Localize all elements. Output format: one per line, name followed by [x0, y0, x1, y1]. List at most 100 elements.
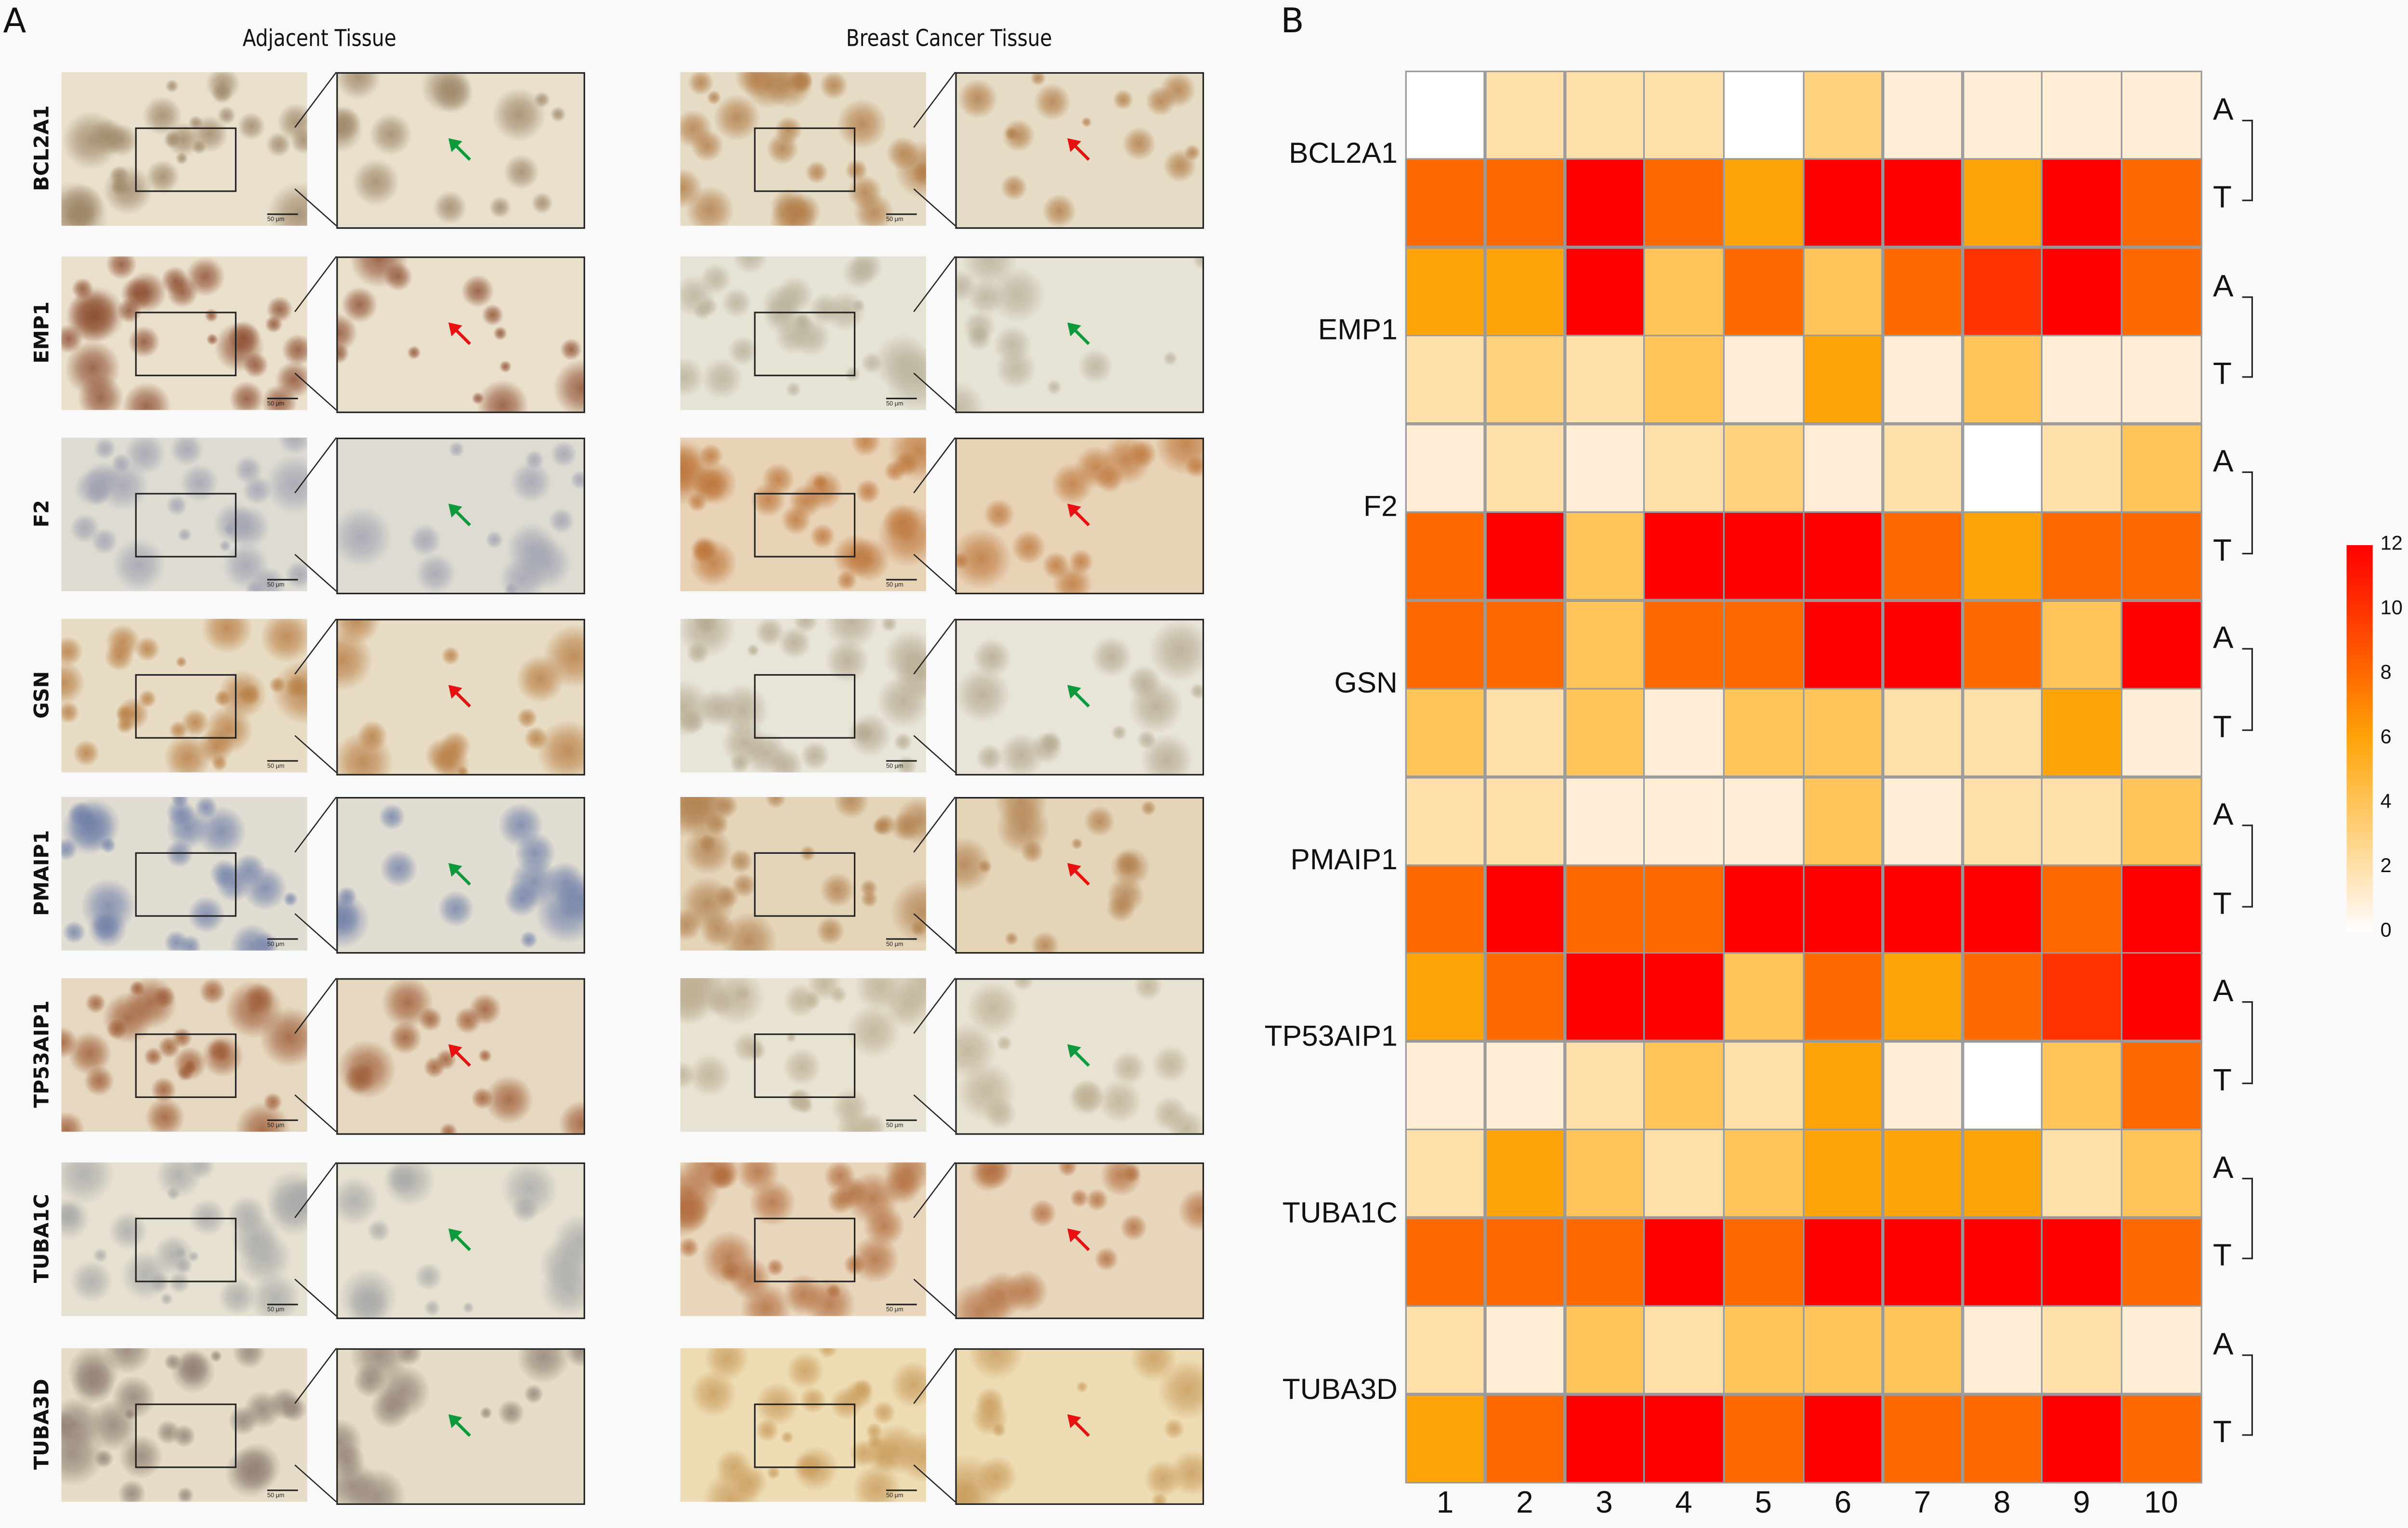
scale-bar-line: [267, 938, 298, 940]
heatmap-cell: [1803, 864, 1884, 954]
gene-row-label: TUBA1C: [1282, 1197, 1398, 1230]
adjacent-overview-image: 50 μm: [61, 1348, 307, 1502]
scale-bar-label: 50 μm: [267, 1305, 285, 1313]
gene-label: TUBA3D: [31, 1379, 55, 1470]
heatmap-cell: [1644, 1394, 1725, 1483]
heatmap-cell: [1405, 1129, 1486, 1218]
heatmap-cell: [1723, 1041, 1804, 1130]
scale-bar: 50 μm: [267, 579, 298, 588]
heatmap-cell: [1882, 600, 1963, 689]
heatmap-cell: [1962, 688, 2043, 777]
heatmap-cell: [2042, 158, 2122, 248]
heatmap-cell: [1962, 511, 2043, 601]
colorbar-tick-label: 2: [2380, 853, 2392, 877]
adjacent-zoom-image: [336, 797, 585, 954]
group-label: T: [2213, 358, 2232, 392]
heatmap-cell: [1564, 511, 1645, 601]
heatmap-cell: [1564, 423, 1645, 513]
pair-bracket: [2242, 119, 2253, 202]
heatmap-cell: [1644, 423, 1725, 513]
zoom-connector-lines: [294, 437, 337, 592]
adjacent-overview-image: 50 μm: [61, 256, 307, 410]
heatmap-cell: [1405, 1394, 1486, 1483]
heatmap-cell: [1405, 600, 1486, 689]
heatmap-cell: [1962, 1041, 2043, 1130]
inset-box: [135, 674, 237, 739]
heatmap-cell: [1882, 158, 1963, 248]
heatmap-cell: [1962, 953, 2043, 1042]
heatmap-cell: [1803, 1305, 1884, 1395]
scale-bar-line: [267, 1119, 298, 1121]
scale-bar-line: [267, 1304, 298, 1306]
adjacent-overview-image: 50 μm: [61, 72, 307, 226]
scale-bar: 50 μm: [267, 760, 298, 770]
scale-bar-label: 50 μm: [267, 580, 285, 588]
adjacent-overview-image: 50 μm: [61, 978, 307, 1132]
heatmap-cell: [2042, 600, 2122, 689]
scale-bar-label: 50 μm: [267, 215, 285, 223]
scale-bar-line: [886, 760, 917, 762]
colorbar-tick-label: 12: [2380, 531, 2403, 555]
panel-a-letter: A: [3, 3, 26, 42]
inset-box: [135, 127, 237, 192]
group-label: A: [2213, 622, 2234, 656]
adjacent-zoom-image: [336, 256, 585, 413]
zoom-connector-lines: [913, 618, 956, 773]
heatmap-cell: [1882, 511, 1963, 601]
heatmap-cell: [1405, 864, 1486, 954]
heatmap-cell: [1405, 776, 1486, 865]
pair-bracket: [2242, 1001, 2253, 1084]
heatmap-cell: [1644, 70, 1725, 160]
heatmap-cell: [2121, 247, 2202, 337]
heatmap-cell: [1723, 1305, 1804, 1395]
heatmap-cell: [1484, 1041, 1565, 1130]
zoom-connector-lines: [913, 797, 956, 951]
cancer-tissue-title: Breast Cancer Tissue: [846, 25, 1052, 52]
heatmap-cell: [1882, 1394, 1963, 1483]
heatmap-cell: [2042, 1394, 2122, 1483]
column-label: 2: [1516, 1486, 1533, 1520]
adjacent-overview-image: 50 μm: [61, 437, 307, 591]
green-arrow-icon: [448, 503, 471, 526]
scale-bar-line: [267, 213, 298, 215]
column-label: 9: [2073, 1486, 2090, 1520]
heatmap-cell: [2042, 1129, 2122, 1218]
heatmap-cell: [1803, 953, 1884, 1042]
heatmap-cell: [1564, 70, 1645, 160]
group-label: A: [2213, 93, 2234, 127]
scale-bar-line: [886, 397, 917, 400]
heatmap-cell: [1962, 600, 2043, 689]
inset-box: [754, 674, 856, 739]
group-label: T: [2213, 534, 2232, 568]
column-label: 8: [1993, 1486, 2011, 1520]
zoom-connector-lines: [294, 618, 337, 773]
scale-bar-label: 50 μm: [886, 1121, 903, 1129]
scale-bar-line: [886, 1304, 917, 1306]
green-arrow-icon: [1067, 322, 1090, 345]
heatmap-cell: [2121, 953, 2202, 1042]
scale-bar: 50 μm: [886, 1304, 917, 1313]
heatmap-cell: [1644, 688, 1725, 777]
heatmap-cell: [1882, 1129, 1963, 1218]
cancer-overview-image: 50 μm: [680, 1162, 926, 1316]
heatmap-cell: [1882, 423, 1963, 513]
heatmap-cell: [1564, 600, 1645, 689]
group-label: A: [2213, 798, 2234, 833]
heatmap-cell: [1564, 1394, 1645, 1483]
heatmap-cell: [1803, 1041, 1884, 1130]
scale-bar: 50 μm: [267, 1304, 298, 1313]
scale-bar-label: 50 μm: [886, 399, 903, 407]
column-label: 5: [1754, 1486, 1772, 1520]
heatmap-cell: [1564, 247, 1645, 337]
cancer-overview-image: 50 μm: [680, 797, 926, 951]
group-label: T: [2213, 181, 2232, 215]
cancer-zoom-image: [955, 619, 1204, 776]
adjacent-overview-image: 50 μm: [61, 797, 307, 951]
heatmap-cell: [1723, 335, 1804, 425]
heatmap-cell: [1882, 953, 1963, 1042]
heatmap-cell: [1723, 158, 1804, 248]
heatmap-cell: [1484, 1129, 1565, 1218]
red-arrow-icon: [448, 322, 471, 345]
scale-bar: 50 μm: [886, 1489, 917, 1499]
colorbar-gradient: [2346, 545, 2373, 932]
